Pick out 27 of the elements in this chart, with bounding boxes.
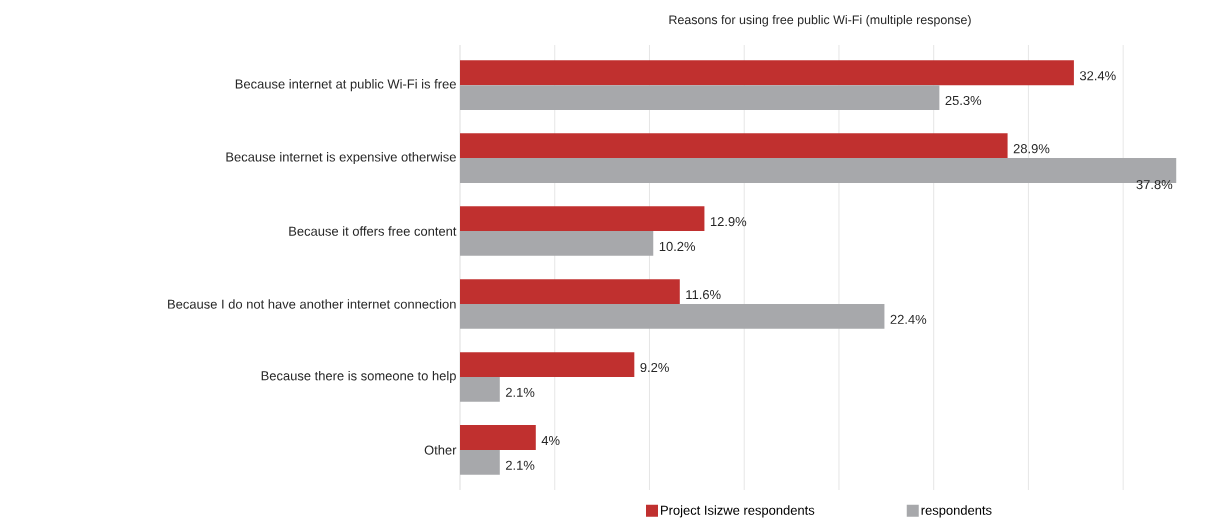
y-tick-label: Because internet is expensive otherwise: [226, 152, 456, 165]
bar: [460, 352, 635, 377]
data-label: 10.2%: [659, 241, 696, 252]
legend-label: Project Isizwe respondents: [661, 505, 815, 518]
bar: [460, 279, 680, 304]
chart-title: Reasons for using free public Wi-Fi (multiple response): [669, 14, 971, 27]
bar: [460, 133, 1008, 159]
legend-label: respondents: [921, 505, 992, 518]
data-label: 25.3%: [945, 95, 982, 106]
y-tick-label: Because internet at public Wi-Fi is free: [235, 79, 456, 92]
y-tick-label: Because it offers free content: [289, 226, 457, 236]
bar: [460, 60, 1074, 86]
data-label: 12.9%: [710, 217, 747, 227]
data-label: 22.4%: [890, 314, 927, 324]
data-label: 32.4%: [1079, 71, 1116, 81]
bar: [460, 425, 536, 450]
data-label: 2.1%: [505, 387, 535, 397]
data-label: 4%: [541, 435, 560, 446]
data-label: 9.2%: [640, 362, 669, 373]
data-label: 11.6%: [686, 289, 721, 300]
data-label: 28.9%: [1013, 144, 1050, 154]
y-tick-label: Because I do not have another internet connection: [168, 299, 456, 309]
y-tick-label: Other: [424, 445, 457, 455]
y-tick-label: Because there is someone to help: [261, 370, 456, 383]
bar: [460, 206, 705, 232]
data-label: 2.1%: [505, 460, 535, 470]
data-label: 37.8%: [1136, 180, 1173, 190]
